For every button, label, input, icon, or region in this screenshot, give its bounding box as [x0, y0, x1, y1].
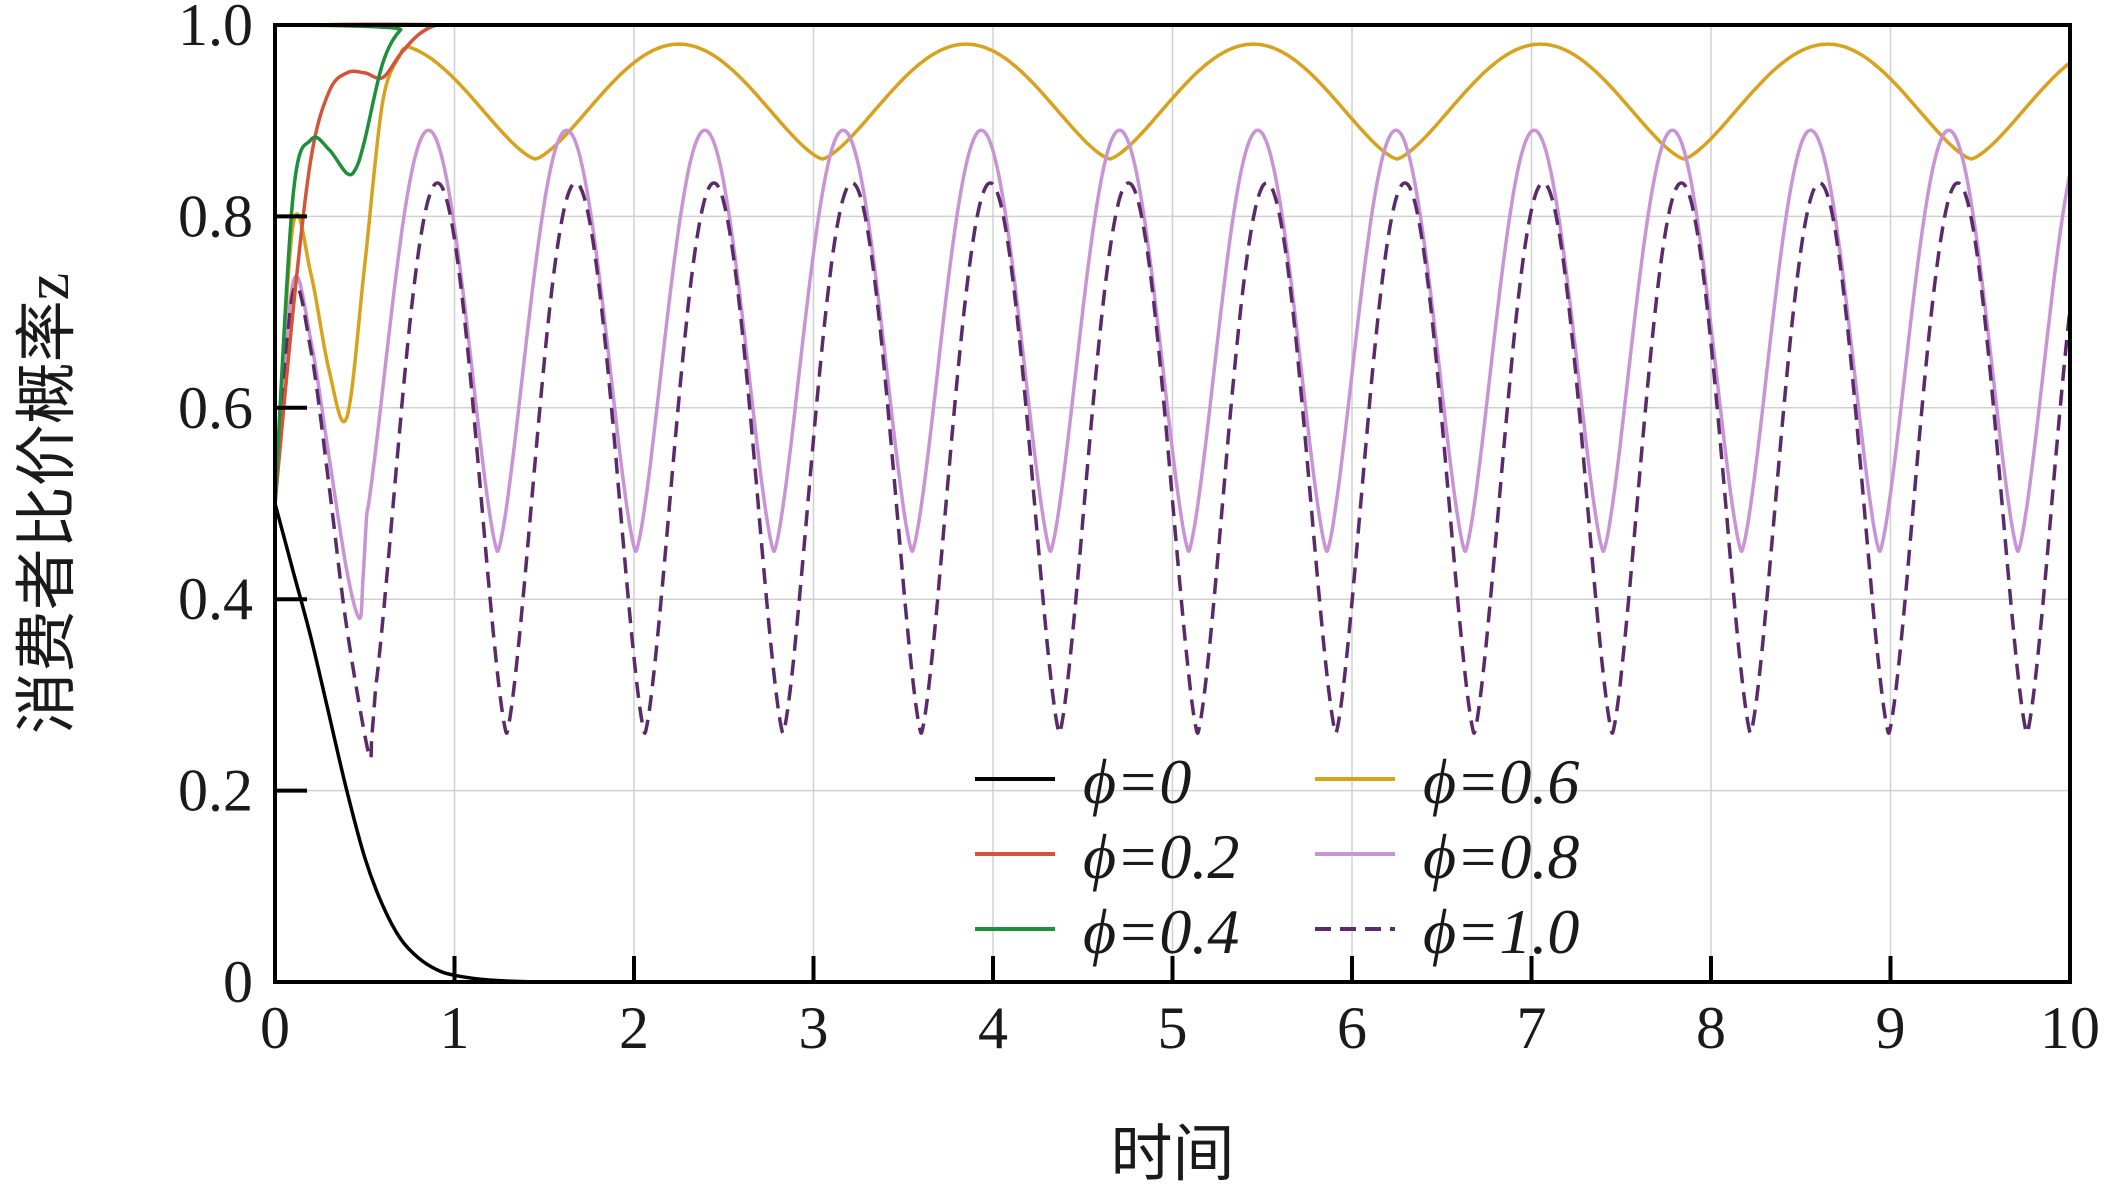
series-line-4 — [273, 128, 2072, 621]
x-tick-label: 2 — [619, 995, 649, 1061]
legend-label-1: ϕ=0.2 — [1083, 821, 1239, 892]
x-axis-title: 时间 — [1110, 1121, 1234, 1189]
y-tick-label: 0.4 — [178, 566, 253, 632]
legend-label-5: ϕ=1.0 — [1423, 896, 1579, 967]
axis-ticks: 0 1 2 3 4 5 6 7 8 9 10 0 0.2 0.4 0.6 0.8 1.0 — [178, 0, 2100, 1061]
series-line-3 — [273, 42, 2072, 504]
y-tick-label: 0.2 — [178, 758, 253, 824]
y-tick-label: 0.8 — [178, 183, 253, 249]
x-tick-label: 7 — [1517, 995, 1547, 1061]
legend: ϕ=0ϕ=0.2ϕ=0.4 ϕ=0.6ϕ=0.8ϕ=1.0 — [975, 746, 1579, 967]
y-tick-label: 0 — [223, 949, 253, 1015]
y-tick-label: 1.0 — [178, 0, 253, 58]
x-tick-label: 5 — [1158, 995, 1188, 1061]
y-axis-title: 消费者比价概率z — [14, 273, 82, 735]
x-tick-label: 4 — [978, 995, 1008, 1061]
x-tick-label: 9 — [1876, 995, 1906, 1061]
y-tick-label: 0.6 — [178, 375, 253, 441]
x-tick-label: 8 — [1696, 995, 1726, 1061]
x-tick-label: 1 — [440, 995, 470, 1061]
x-tick-label: 6 — [1337, 995, 1367, 1061]
x-tick-label: 10 — [2040, 995, 2100, 1061]
series-line-5 — [273, 181, 2072, 761]
legend-label-3: ϕ=0.6 — [1423, 746, 1579, 817]
x-tick-label: 3 — [799, 995, 829, 1061]
legend-label-0: ϕ=0 — [1083, 746, 1191, 817]
legend-label-4: ϕ=0.8 — [1423, 821, 1579, 892]
legend-label-2: ϕ=0.4 — [1083, 896, 1239, 967]
x-tick-label: 0 — [260, 995, 290, 1061]
